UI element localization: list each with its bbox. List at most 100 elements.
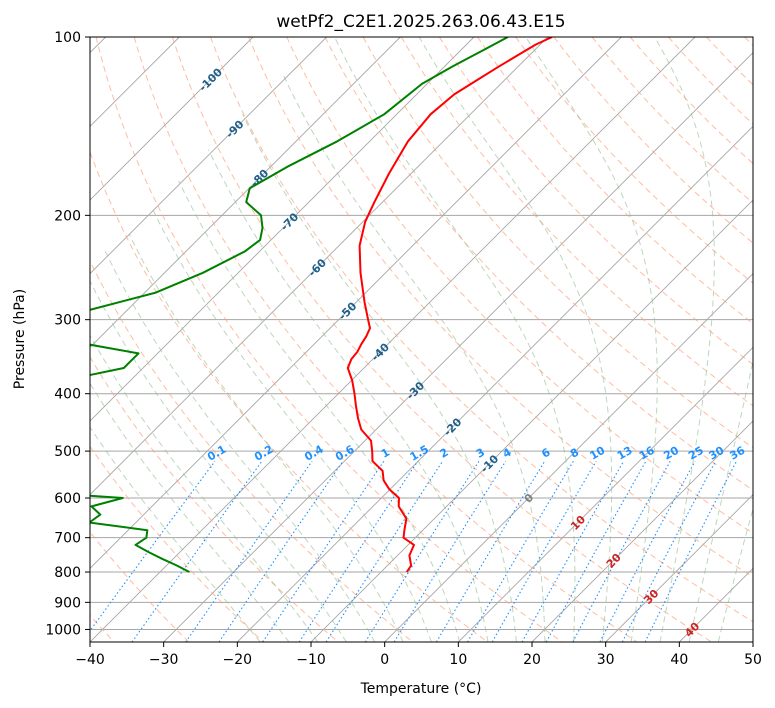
x-tick-label: 50 [744,652,762,668]
moist-adiabat-line [104,251,376,642]
mixing-ratio-line [393,460,507,642]
dry-adiabat-line [90,531,190,642]
dry-adiabat-line [286,37,753,534]
dry-adiabat-line [95,37,563,642]
moist-adiabat-line [152,208,432,642]
mixing-ratio-line [467,460,574,642]
mixing-ratio-line [572,460,671,642]
background-labels: 0.1 0.2 0.4 0.6 1 1.5 2 3 4 6 8 10 13 16 20 25 30 36-100-… [196,65,747,639]
dry-adiabat-line [706,37,753,86]
isotherm-label: -60 [306,256,329,279]
mixing-ratio-label: 20 [661,444,681,463]
mixing-ratio-line [364,460,480,642]
isotherm-line [310,199,753,642]
dry-adiabat-line [90,356,339,642]
x-tick-label: −10 [296,652,326,668]
mixing-ratio-label: 25 [686,444,706,463]
mixing-ratio-line [491,460,597,642]
dry-adiabat-line [210,37,753,623]
isotherm-label: -70 [278,210,301,233]
x-tick-label: 30 [597,652,615,668]
mixing-ratio-line [262,460,385,642]
moist-adiabat-line [281,72,546,642]
background-lines [90,37,753,642]
isotherm-line [458,346,753,642]
temperature-line [346,37,553,573]
dry-adiabat-line [133,37,638,642]
moist-adiabat-label: 40 [682,620,702,640]
mixing-ratio-label: 36 [727,444,747,463]
mixing-ratio-line [644,460,737,642]
mixing-ratio-line [599,460,696,642]
mixing-ratio-label: 1 [379,446,392,461]
x-tick-label: 20 [523,652,541,668]
y-axis-label: Pressure (hPa) [12,289,28,389]
series-layer [90,37,553,573]
y-tick-label: 600 [54,491,81,507]
isotherm-line [90,37,475,422]
mixing-ratio-label: 1.5 [408,443,431,464]
mixing-ratio-label: 6 [539,445,552,460]
isotherm-line [605,494,753,642]
mixing-ratio-line [298,460,419,642]
moist-adiabat-line [717,506,753,642]
y-tick-label: 900 [54,595,81,611]
moist-adiabat-label: 10 [568,513,588,533]
x-axis-label: Temperature (°C) [360,681,482,697]
y-tick-label: 100 [54,30,81,46]
mixing-ratio-line [325,460,444,642]
mixing-ratio-label: 10 [587,444,607,463]
dry-adiabat-line [90,445,264,642]
x-tick-label: −20 [223,652,253,668]
isotherm-label: -40 [369,340,392,363]
dry-adiabat-line [438,37,753,366]
dry-adiabat-line [668,37,753,125]
isotherm-label: -30 [404,379,427,402]
x-tick-label: −40 [75,652,105,668]
isotherm-line [752,641,753,642]
y-axis: 100 200 300 400 500 600 700 800 900 1000 [45,30,90,638]
isotherm-label: -20 [441,415,464,438]
moist-adiabat-line [90,279,347,642]
isotherm-line [90,37,327,275]
isotherm-label: -100 [196,65,225,94]
moist-adiabat-line [334,37,576,642]
y-tick-label: 800 [54,565,81,581]
moist-adiabat-line [688,358,753,642]
plot-frame [89,36,754,643]
moist-adiabat-label: 20 [604,551,624,571]
moist-adiabat-line [128,233,404,642]
mixing-ratio-line [131,460,263,642]
mixing-ratio-label: 2 [438,446,451,461]
dry-adiabat-line [744,37,753,47]
y-tick-label: 1000 [45,622,81,638]
mixing-ratio-line [621,460,717,642]
isotherm-line [531,420,753,642]
isotherm-line [90,37,254,201]
dry-adiabat-line [90,150,488,642]
chart-title: wetPf2_C2E1.2025.263.06.43.E15 [276,12,565,32]
dry-adiabat-line [591,37,753,204]
x-tick-label: 10 [449,652,467,668]
x-tick-label: 40 [670,652,688,668]
moist-adiabat-line [242,113,517,642]
y-tick-label: 700 [54,531,81,547]
dry-adiabat-line [477,37,753,325]
dry-adiabat-line [171,37,712,642]
mixing-ratio-label: 0.1 [205,443,228,464]
isotherm-line [237,125,753,642]
moist-adiabat-line [525,37,658,642]
y-tick-label: 200 [54,208,81,224]
moist-adiabat-line [90,334,319,642]
isotherm-line [90,37,548,496]
moist-adiabat-line [654,37,715,642]
x-axis: −40 −30 −20 −10 0 10 20 30 40 50 [75,642,762,668]
isotherm-line [90,37,696,642]
mixing-ratio-line [545,460,647,642]
isotherm-line [90,37,622,569]
dry-adiabat-line [90,259,414,642]
y-tick-label: 500 [54,444,81,460]
dry-adiabat-line [248,37,753,578]
isotherm-line [679,567,753,642]
